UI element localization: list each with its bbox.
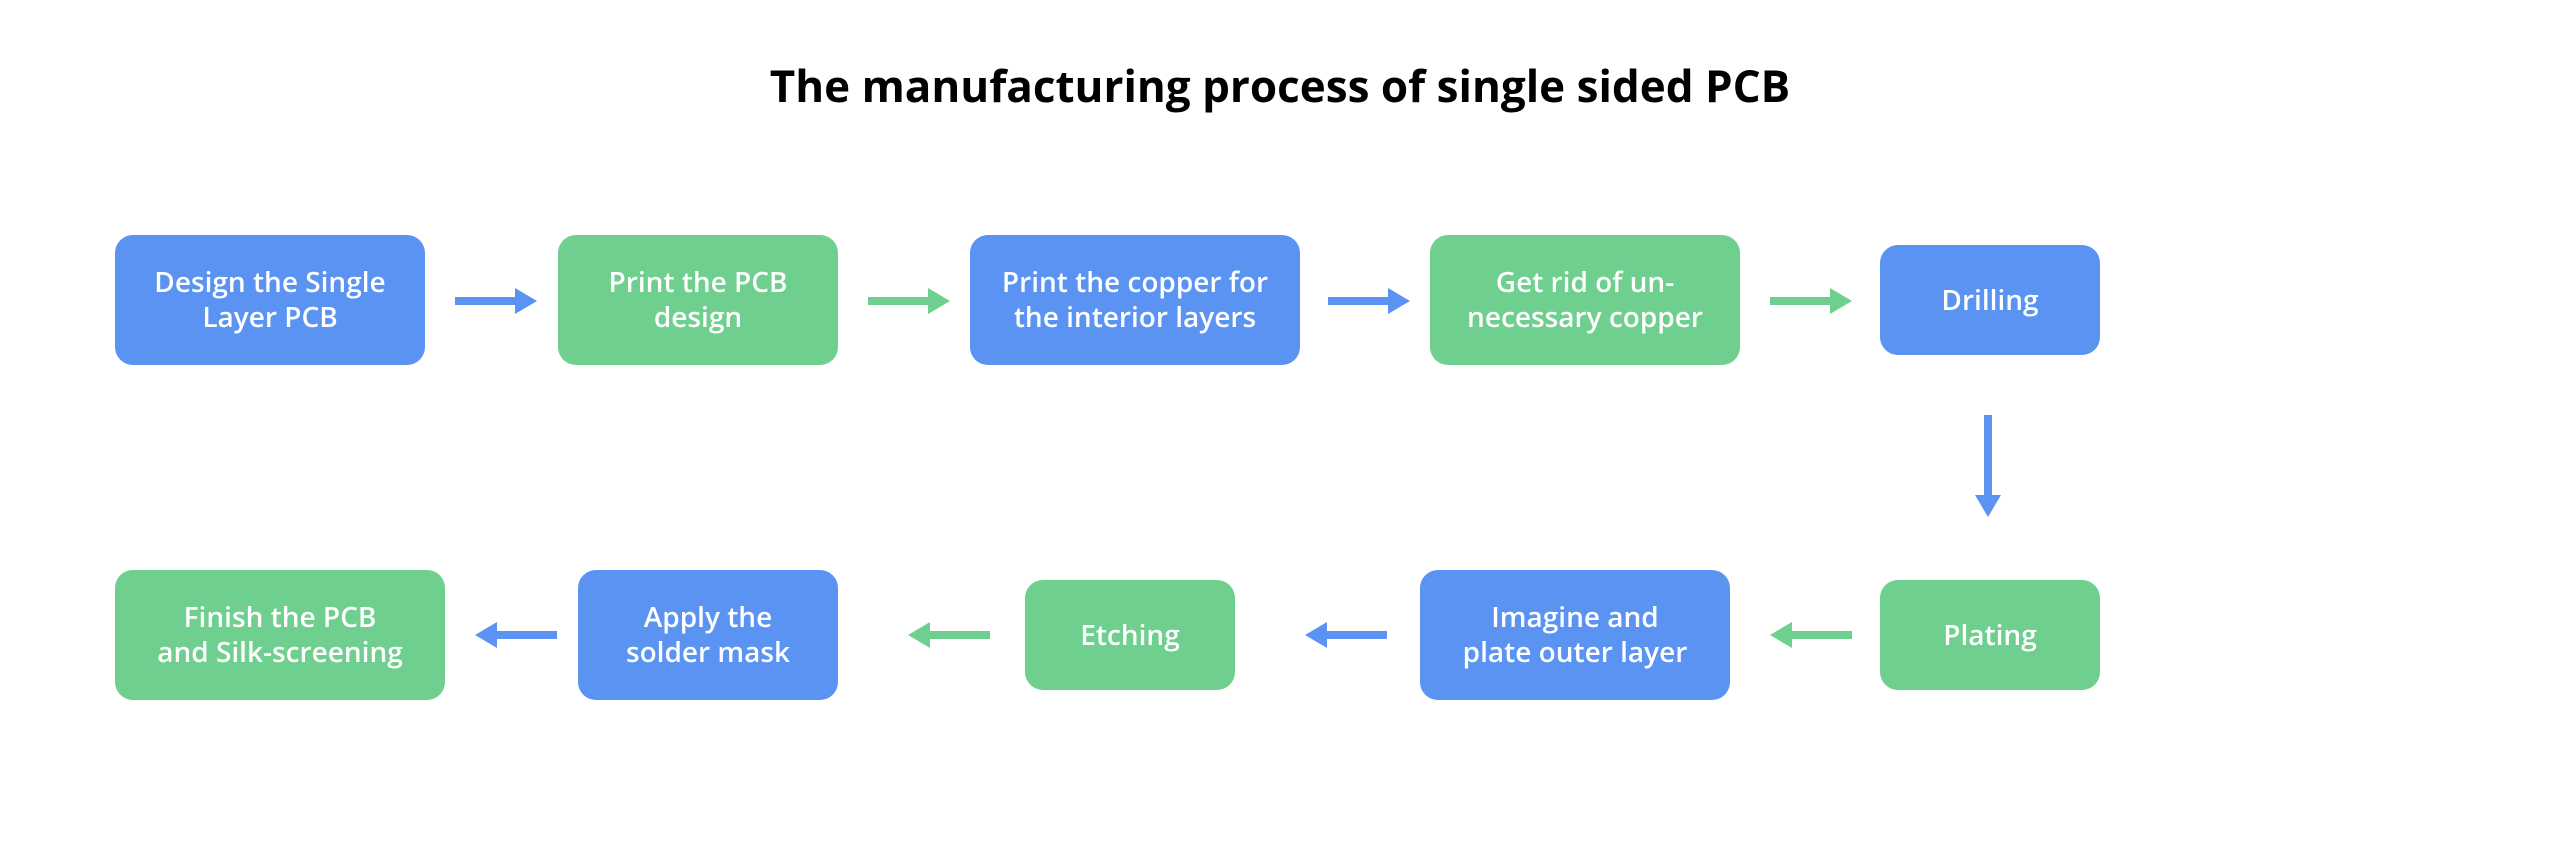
page-title: The manufacturing process of single side… (0, 55, 2560, 115)
flow-node-n7: Imagine andplate outer layer (1420, 570, 1730, 700)
flow-node-n10: Finish the PCBand Silk-screening (115, 570, 445, 700)
flow-node-n5: Drilling (1880, 245, 2100, 355)
flow-arrow-a1 (455, 288, 537, 319)
flow-node-n8: Etching (1025, 580, 1235, 690)
flow-arrow-a8 (908, 622, 990, 653)
flow-arrow-a9 (475, 622, 557, 653)
flow-node-n2: Print the PCBdesign (558, 235, 838, 365)
flow-arrow-a5 (1975, 415, 2001, 522)
flow-node-n3: Print the copper forthe interior layers (970, 235, 1300, 365)
flow-arrow-a6 (1770, 622, 1852, 653)
flow-node-n6: Plating (1880, 580, 2100, 690)
flow-node-n9: Apply thesolder mask (578, 570, 838, 700)
flow-node-n1: Design the SingleLayer PCB (115, 235, 425, 365)
flow-arrow-a4 (1770, 288, 1852, 319)
flow-arrow-a7 (1305, 622, 1387, 653)
flow-node-n4: Get rid of un-necessary copper (1430, 235, 1740, 365)
flow-arrow-a3 (1328, 288, 1410, 319)
flow-arrow-a2 (868, 288, 950, 319)
